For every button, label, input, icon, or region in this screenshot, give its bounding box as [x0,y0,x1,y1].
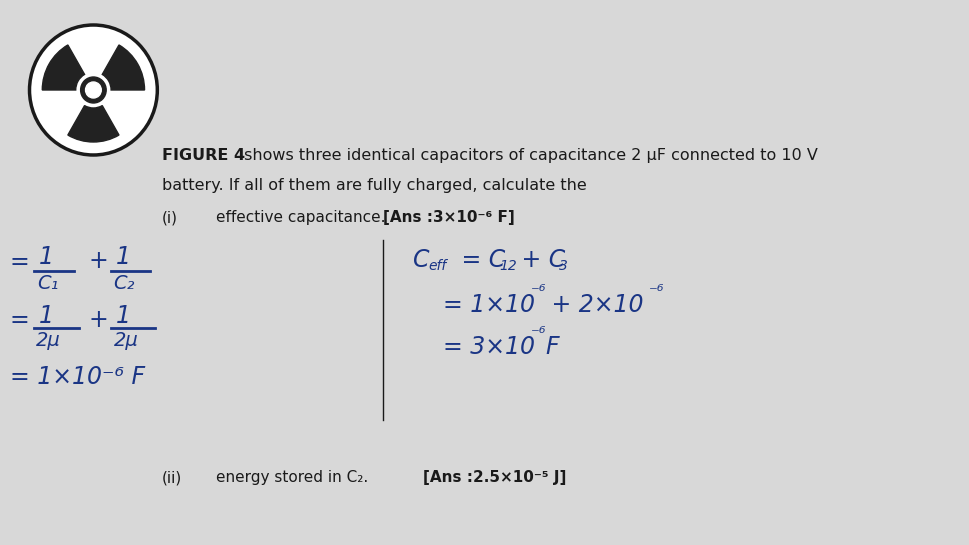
Text: =: = [10,250,30,274]
Text: FIGURE 4: FIGURE 4 [162,148,245,163]
Text: C₁: C₁ [38,274,59,293]
Text: ⁻⁶: ⁻⁶ [531,325,547,343]
Text: [Ans :3×10⁻⁶ F]: [Ans :3×10⁻⁶ F] [384,210,516,225]
Text: 1: 1 [40,304,54,328]
Wedge shape [103,45,144,90]
Text: = C: = C [454,248,506,272]
Wedge shape [68,106,119,142]
Text: (i): (i) [162,210,178,225]
Text: battery. If all of them are fully charged, calculate the: battery. If all of them are fully charge… [162,178,587,193]
Text: +: + [88,308,109,332]
Circle shape [29,25,157,155]
Text: +: + [88,249,109,273]
Text: 1: 1 [116,245,131,269]
Text: = 1×10⁻⁶ F: = 1×10⁻⁶ F [10,365,145,389]
Text: 12: 12 [499,259,517,273]
Text: = 3×10: = 3×10 [413,335,535,359]
Text: C: C [413,248,429,272]
Text: shows three identical capacitors of capacitance 2 μF connected to 10 V: shows three identical capacitors of capa… [239,148,818,163]
Text: effective capacitance.: effective capacitance. [216,210,386,225]
Text: + C: + C [515,248,566,272]
Wedge shape [43,45,84,90]
Text: 3: 3 [558,259,568,273]
Text: + 2×10: + 2×10 [544,293,643,317]
Text: 1: 1 [40,245,54,269]
Text: 2μ: 2μ [37,331,61,350]
Text: C₂: C₂ [113,274,135,293]
Circle shape [80,77,107,103]
Text: = 1×10: = 1×10 [413,293,535,317]
Text: ⁻⁶: ⁻⁶ [649,283,665,301]
Text: ⁻⁶: ⁻⁶ [531,283,547,301]
Text: F: F [546,335,559,359]
Text: [Ans :2.5×10⁻⁵ J]: [Ans :2.5×10⁻⁵ J] [422,470,566,485]
Text: 2μ: 2μ [114,331,139,350]
Text: energy stored in C₂.: energy stored in C₂. [216,470,368,485]
Circle shape [85,82,102,98]
Text: eff: eff [428,259,447,273]
Text: 1: 1 [116,304,131,328]
Text: (ii): (ii) [162,470,182,485]
Text: =: = [10,308,30,332]
